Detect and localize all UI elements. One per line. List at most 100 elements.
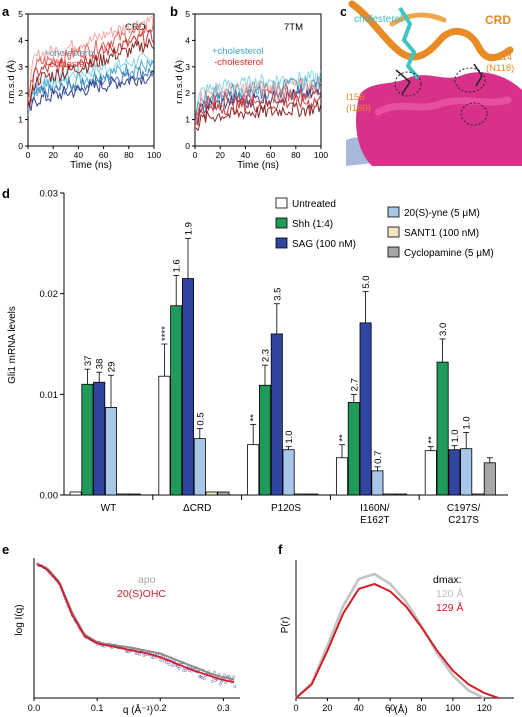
pocket-circle-1 bbox=[394, 71, 422, 97]
bar-1-2 bbox=[181, 278, 194, 496]
plot-f: 0 20 40 60 80 100 120 bbox=[293, 560, 514, 713]
x-tick-label-0.3: 0.3 bbox=[217, 703, 230, 713]
plot-frame-b bbox=[194, 13, 322, 147]
legend-plus-a: +cholesterol bbox=[44, 48, 96, 59]
legend-d: Untreated Shh (1:4) SAG (100 nM) 20(S)-yne … bbox=[275, 197, 494, 259]
bar-annotation-15: ** bbox=[426, 436, 437, 444]
pocket-circle-2 bbox=[454, 67, 486, 93]
x-tick-label-0: 0 bbox=[293, 703, 298, 713]
data-point bbox=[232, 675, 236, 679]
bar-annotation-3: **** bbox=[160, 326, 171, 341]
data-point bbox=[218, 682, 222, 686]
x-tick-label-40: 40 bbox=[74, 150, 84, 160]
bar-annotation-8: 2.3 bbox=[261, 349, 272, 362]
data-point bbox=[159, 659, 163, 662]
xlabel-f: r (Å) bbox=[388, 703, 407, 716]
legend-swatch-1 bbox=[275, 217, 288, 229]
series-line-apo bbox=[36, 563, 235, 681]
bar-annotation-1: 38 bbox=[95, 359, 106, 370]
trace-minus-replicate-4 bbox=[195, 100, 321, 132]
bar-annotation-11: ** bbox=[338, 434, 349, 442]
y-tick-label-1: 1 bbox=[18, 115, 23, 125]
panel-letter-c: c bbox=[340, 4, 347, 19]
legend-label-0: Untreated bbox=[292, 199, 336, 210]
bar-2-2 bbox=[270, 333, 283, 496]
panel-a: a CRD +cholesterol -cholesterol 0 20 40 60 8… bbox=[2, 4, 161, 171]
bar-1-1 bbox=[170, 305, 183, 496]
y-tick-label-5: 5 bbox=[185, 9, 190, 19]
data-point bbox=[165, 660, 169, 664]
residue-sticks-2 bbox=[473, 63, 483, 87]
trace-minus-replicate-2 bbox=[195, 85, 321, 130]
bar-2-4 bbox=[294, 493, 307, 496]
panel-letter-e: e bbox=[2, 542, 9, 557]
data-point bbox=[223, 673, 227, 677]
category-label-4-0: C197S/ bbox=[447, 503, 481, 514]
y-tick-label-0.01: 0.01 bbox=[40, 390, 59, 401]
x-tick-label-100: 100 bbox=[314, 150, 328, 160]
label-n118: (N118) bbox=[486, 63, 514, 74]
bar-2-0 bbox=[247, 444, 260, 496]
legend-minus-a: -cholesterol bbox=[46, 59, 95, 70]
y-tick-label-0.03: 0.03 bbox=[40, 189, 59, 200]
x-tick-label-100: 100 bbox=[147, 150, 161, 160]
data-point bbox=[151, 656, 155, 660]
plot-frame-a bbox=[27, 13, 155, 147]
x-tick-label-20: 20 bbox=[215, 150, 225, 160]
label-n114: N114 bbox=[490, 52, 512, 63]
x-tick-label-80: 80 bbox=[417, 703, 427, 713]
trace-minus-replicate-4 bbox=[28, 37, 154, 108]
x-tick-label-20: 20 bbox=[48, 150, 58, 160]
bar-2-1 bbox=[258, 384, 271, 496]
legend-label-2: SAG (100 nM) bbox=[292, 239, 356, 250]
bar-annotation-17: 1.0 bbox=[450, 429, 461, 442]
series-line-20s-ohc bbox=[36, 563, 235, 683]
x-tick-label-0: 0 bbox=[193, 150, 198, 160]
axes-a: 0 20 40 60 80 100 0 1 2 3 4 5 bbox=[18, 9, 161, 160]
series-lines-b bbox=[195, 70, 321, 132]
x-tick-label-80: 80 bbox=[124, 150, 134, 160]
residue-sticks bbox=[395, 69, 411, 95]
data-point bbox=[170, 664, 174, 668]
data-point bbox=[200, 675, 204, 679]
legend-ohc-e: 20(S)OHC bbox=[117, 588, 166, 600]
x-tick-label-120: 120 bbox=[477, 703, 492, 713]
ylabel-e: log I(q) bbox=[14, 604, 25, 635]
category-label-2-0: P120S bbox=[271, 503, 301, 514]
bar-annotation-6: 0.5 bbox=[195, 412, 206, 425]
bar-0-4 bbox=[116, 493, 129, 496]
cholesterol-sticks bbox=[398, 6, 420, 80]
panel-b: b 7TM +cholesterol -cholesterol 0 20 40 60 8… bbox=[170, 4, 328, 171]
plot-e: 0.0 0.1 0.2 0.3 bbox=[28, 558, 240, 713]
panel-e: e 0.0 0.1 0.2 0.3 apo 20(S)OHC log I(q) q (… bbox=[2, 542, 240, 716]
y-tick-label-0.00: 0.00 bbox=[40, 491, 59, 502]
bar-4-2 bbox=[448, 449, 461, 496]
data-point bbox=[137, 652, 141, 656]
y-tick-label-5: 5 bbox=[18, 9, 23, 19]
axes-b: 0 20 40 60 80 100 0 1 2 3 4 5 bbox=[185, 9, 328, 160]
ld-surface bbox=[356, 72, 522, 166]
ylabel-b: r.m.s.d (Å) bbox=[174, 60, 185, 104]
y-tick-label-0: 0 bbox=[185, 141, 190, 151]
ylabel-f: P(r) bbox=[280, 617, 291, 634]
bar-annotation-5: 1.9 bbox=[184, 222, 195, 235]
data-point bbox=[177, 666, 181, 670]
y-tick-label-3: 3 bbox=[18, 62, 23, 72]
panel-letter-f: f bbox=[278, 542, 283, 557]
label-i156: I156 bbox=[346, 92, 365, 103]
bar-0-3 bbox=[105, 407, 118, 496]
y-tick-label-2: 2 bbox=[185, 88, 190, 98]
bar-4-3 bbox=[460, 448, 473, 496]
category-label-4-1: C217S bbox=[448, 515, 479, 526]
category-label-3-1: E162T bbox=[360, 515, 389, 526]
panel-letter-b: b bbox=[170, 4, 178, 19]
trace-minus-replicate-1 bbox=[28, 15, 154, 112]
y-tick-label-4: 4 bbox=[185, 35, 190, 45]
y-tick-label-3: 3 bbox=[185, 62, 190, 72]
bar-annotation-12: 2.7 bbox=[349, 378, 360, 391]
bar-0-5 bbox=[128, 493, 141, 496]
x-tick-label-100: 100 bbox=[445, 703, 460, 713]
trace-minus-replicate-1 bbox=[195, 76, 321, 129]
x-tick-label-0.2: 0.2 bbox=[154, 703, 167, 713]
bar-4-4 bbox=[471, 493, 484, 496]
